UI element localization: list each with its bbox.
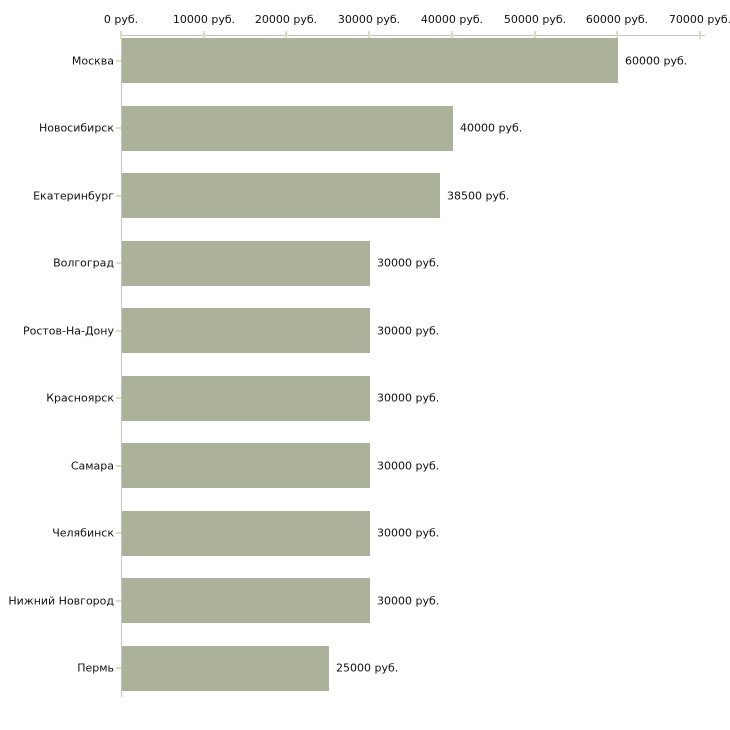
bar bbox=[122, 646, 329, 691]
category-tick-mark bbox=[116, 465, 121, 467]
x-axis-tick-mark bbox=[699, 31, 701, 39]
category-label: Москва bbox=[71, 54, 114, 68]
category-tick-mark bbox=[116, 195, 121, 197]
bar-value-label: 30000 руб. bbox=[377, 594, 440, 608]
bar bbox=[122, 376, 370, 421]
category-label: Красноярск bbox=[46, 391, 114, 405]
x-axis-tick-label: 60000 руб. bbox=[585, 13, 649, 26]
category-tick-mark bbox=[116, 600, 121, 602]
bar-value-label: 25000 руб. bbox=[336, 661, 399, 675]
bar-value-label: 38500 руб. bbox=[447, 189, 510, 203]
x-axis-tick-mark bbox=[451, 31, 453, 39]
category-label: Новосибирск bbox=[38, 121, 114, 135]
x-axis-tick-mark bbox=[534, 31, 536, 39]
x-axis-tick-mark bbox=[285, 31, 287, 39]
bar bbox=[122, 173, 440, 218]
category-label: Самара bbox=[70, 459, 114, 473]
category-label: Ростов-На-Дону bbox=[22, 324, 114, 338]
category-tick-mark bbox=[116, 262, 121, 264]
x-axis-line bbox=[121, 35, 705, 36]
category-tick-mark bbox=[116, 532, 121, 534]
bar-value-label: 60000 руб. bbox=[625, 54, 688, 68]
bar bbox=[122, 443, 370, 488]
y-axis-line bbox=[121, 35, 122, 697]
category-label: Екатеринбург bbox=[33, 189, 114, 203]
category-tick-mark bbox=[116, 60, 121, 62]
x-axis-tick-mark bbox=[120, 31, 122, 39]
x-axis-tick-label: 0 руб. bbox=[103, 13, 139, 26]
bar-value-label: 30000 руб. bbox=[377, 391, 440, 405]
x-axis-tick-mark bbox=[368, 31, 370, 39]
category-tick-mark bbox=[116, 330, 121, 332]
category-label: Пермь bbox=[77, 661, 114, 675]
bar bbox=[122, 241, 370, 286]
bar bbox=[122, 106, 453, 151]
bar bbox=[122, 308, 370, 353]
bar-value-label: 30000 руб. bbox=[377, 324, 440, 338]
bar bbox=[122, 38, 618, 83]
category-label: Волгоград bbox=[53, 256, 114, 270]
x-axis-tick-label: 30000 руб. bbox=[337, 13, 401, 26]
bar-value-label: 30000 руб. bbox=[377, 459, 440, 473]
x-axis-tick-label: 50000 руб. bbox=[503, 13, 567, 26]
x-axis-tick-mark bbox=[203, 31, 205, 39]
category-label: Нижний Новгород bbox=[8, 594, 114, 608]
category-tick-mark bbox=[116, 397, 121, 399]
bar-value-label: 30000 руб. bbox=[377, 256, 440, 270]
bar-value-label: 40000 руб. bbox=[460, 121, 523, 135]
category-tick-mark bbox=[116, 667, 121, 669]
x-axis-tick-label: 10000 руб. bbox=[172, 13, 236, 26]
x-axis-tick-label: 20000 руб. bbox=[254, 13, 318, 26]
bar bbox=[122, 511, 370, 556]
x-axis-tick-label: 70000 руб. bbox=[668, 13, 730, 26]
x-axis-tick-mark bbox=[616, 31, 618, 39]
category-tick-mark bbox=[116, 127, 121, 129]
category-label: Челябинск bbox=[52, 526, 114, 540]
x-axis-tick-label: 40000 руб. bbox=[420, 13, 484, 26]
bar-value-label: 30000 руб. bbox=[377, 526, 440, 540]
bar bbox=[122, 578, 370, 623]
